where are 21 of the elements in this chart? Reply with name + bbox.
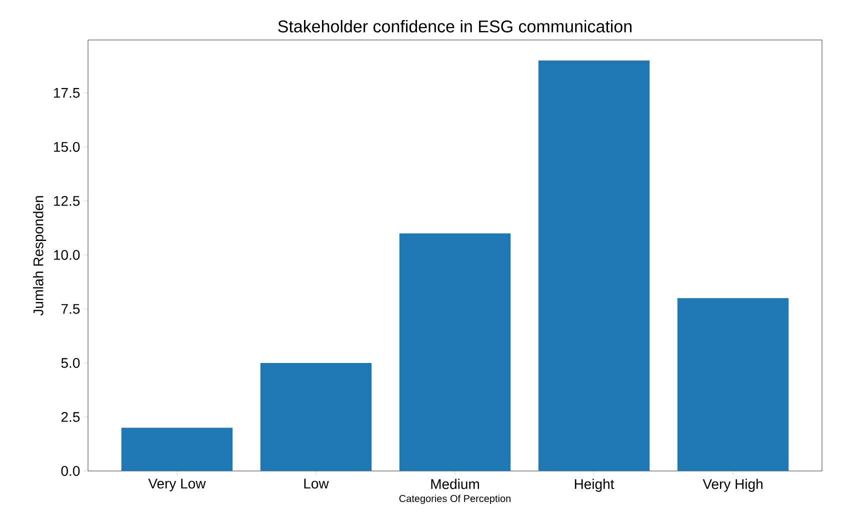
y-tick-label: 2.5 [61,412,80,422]
x-axis-title: Categories Of Perception [399,494,510,504]
bar [260,362,372,471]
bar [121,428,233,471]
x-tick-label: Low [304,478,329,489]
y-tick-label: 0.0 [61,466,80,476]
x-tick-label: Medium [431,478,479,490]
x-tick-label: Very High [702,478,762,492]
bar [677,298,789,471]
y-axis-title: Jumlah Responden [33,196,46,316]
y-tick-label: 17.5 [54,88,80,98]
chart-title: Stakeholder confidence in ESG communication [278,20,632,32]
y-tick-label: 12.5 [54,196,80,206]
x-tick-label: Height [574,478,614,492]
y-tick-label: 15.0 [54,142,80,152]
y-tick-label: 10.0 [54,250,80,260]
x-tick-label: Very Low [148,478,206,492]
bar [399,233,511,471]
y-tick-label: 5.0 [61,358,80,368]
bar [538,60,650,471]
y-tick-label: 7.5 [61,304,80,314]
